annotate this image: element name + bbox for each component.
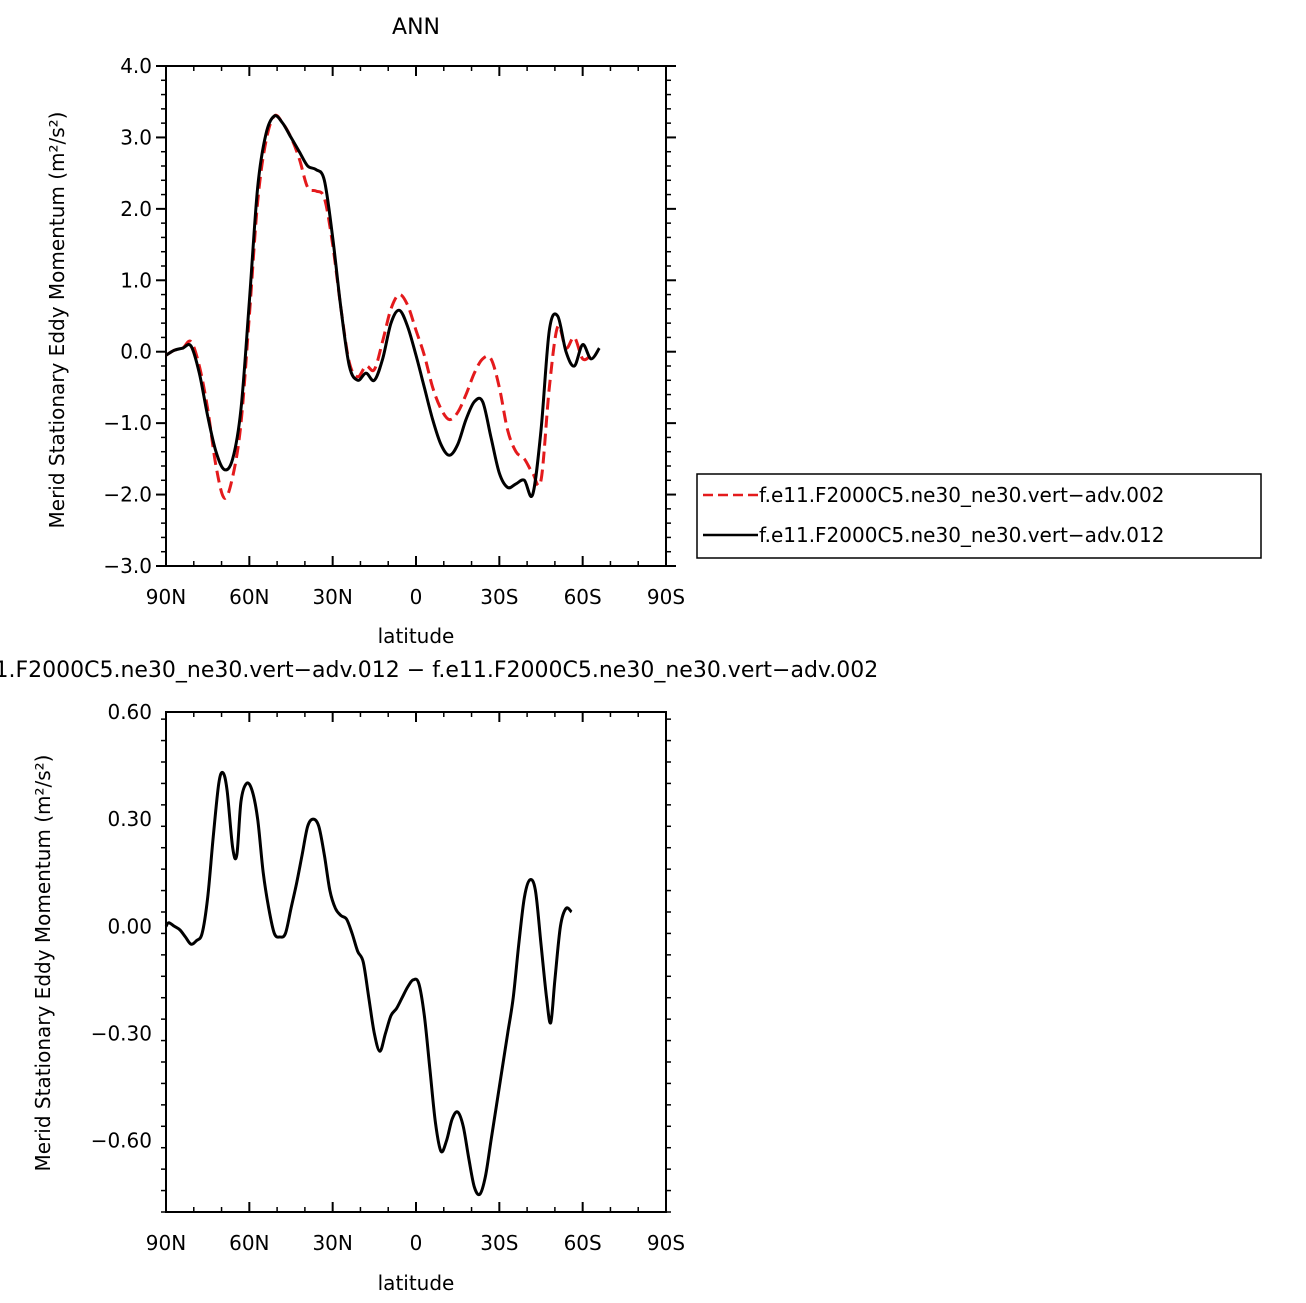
bottom-panel-ylabel-text: Merid Stationary Eddy Momentum (31, 829, 55, 1171)
x-tick-label: 0 (410, 1231, 423, 1255)
top-panel-series (165, 113, 601, 500)
bottom-panel-title: f.e11.F2000C5.ne30_ne30.vert−adv.012 − f… (0, 658, 878, 683)
y-tick-label: −0.30 (91, 1021, 152, 1045)
x-tick-label: 60N (229, 585, 269, 609)
top-panel-ylabel-unit: (m²/s²) (45, 112, 69, 180)
y-tick-label: −0.60 (91, 1129, 152, 1153)
x-tick-label: 90S (647, 585, 685, 609)
x-tick-label: 30N (312, 1231, 352, 1255)
legend-box (696, 473, 1262, 559)
bottom-panel-ylabel-group: Merid Stationary Eddy Momentum (m²/s²) (31, 755, 55, 1172)
y-tick-label: 0.60 (107, 700, 152, 724)
y-tick-label: 3.0 (120, 125, 152, 149)
top-panel-ylabel-text: Merid Stationary Eddy Momentum (45, 186, 69, 528)
legend-label-series-2: f.e11.F2000C5.ne30_ne30.vert−adv.012 (759, 523, 1164, 547)
x-tick-label: 30N (312, 585, 352, 609)
bottom-panel: f.e11.F2000C5.ne30_ne30.vert−adv.012 − f… (0, 658, 878, 1295)
legend: f.e11.F2000C5.ne30_ne30.vert−adv.002 f.e… (696, 473, 1262, 559)
y-tick-label: −1.0 (103, 411, 152, 435)
top-panel: ANN Merid Stationary Eddy Momentum (m²/s… (45, 15, 1262, 648)
bottom-panel-ylabel: Merid Stationary Eddy Momentum (m²/s²) (31, 755, 55, 1172)
x-tick-label: 0 (410, 585, 423, 609)
series-line-1 (165, 113, 592, 500)
bottom-panel-series (164, 770, 573, 1197)
y-tick-label: −3.0 (103, 554, 152, 578)
plot-frame (165, 711, 667, 1213)
x-tick-label: 90N (146, 1231, 186, 1255)
y-tick-label: 0.30 (107, 807, 152, 831)
top-panel-xlabel: latitude (378, 624, 455, 648)
bottom-panel-ylabel-unit: (m²/s²) (31, 755, 55, 823)
x-tick-label: 60N (229, 1231, 269, 1255)
plot-frame (165, 65, 667, 567)
bottom-panel-axes: 90N 60N 30N 0 30S 60S 90S −0.60 −0.30 0.00 0.30 0.6… (91, 700, 685, 1255)
y-tick-label: −2.0 (103, 483, 152, 507)
x-tick-label: 90S (647, 1231, 685, 1255)
y-tick-label: 1.0 (120, 268, 152, 292)
x-tick-label: 90N (146, 585, 186, 609)
y-tick-label: 4.0 (120, 54, 152, 78)
legend-label-series-1: f.e11.F2000C5.ne30_ne30.vert−adv.002 (759, 483, 1164, 507)
x-tick-label: 60S (564, 1231, 602, 1255)
top-panel-axes: 90N 60N 30N 0 30S 60S 90S −3.0 −2.0 −1.0 0.0 1.0 2.0… (103, 54, 685, 609)
y-tick-label: 0.0 (120, 340, 152, 364)
bottom-panel-xlabel: latitude (378, 1271, 455, 1295)
top-panel-ylabel: Merid Stationary Eddy Momentum (m²/s²) (45, 112, 69, 529)
series-line-1 (164, 770, 573, 1197)
top-panel-title: ANN (392, 15, 440, 40)
x-tick-label: 30S (480, 585, 518, 609)
top-panel-ylabel-group: Merid Stationary Eddy Momentum (m²/s²) (45, 112, 69, 529)
x-tick-label: 30S (480, 1231, 518, 1255)
y-tick-label: 0.00 (107, 914, 152, 938)
series-line-2 (165, 114, 601, 498)
y-tick-label: 2.0 (120, 197, 152, 221)
x-tick-label: 60S (564, 585, 602, 609)
